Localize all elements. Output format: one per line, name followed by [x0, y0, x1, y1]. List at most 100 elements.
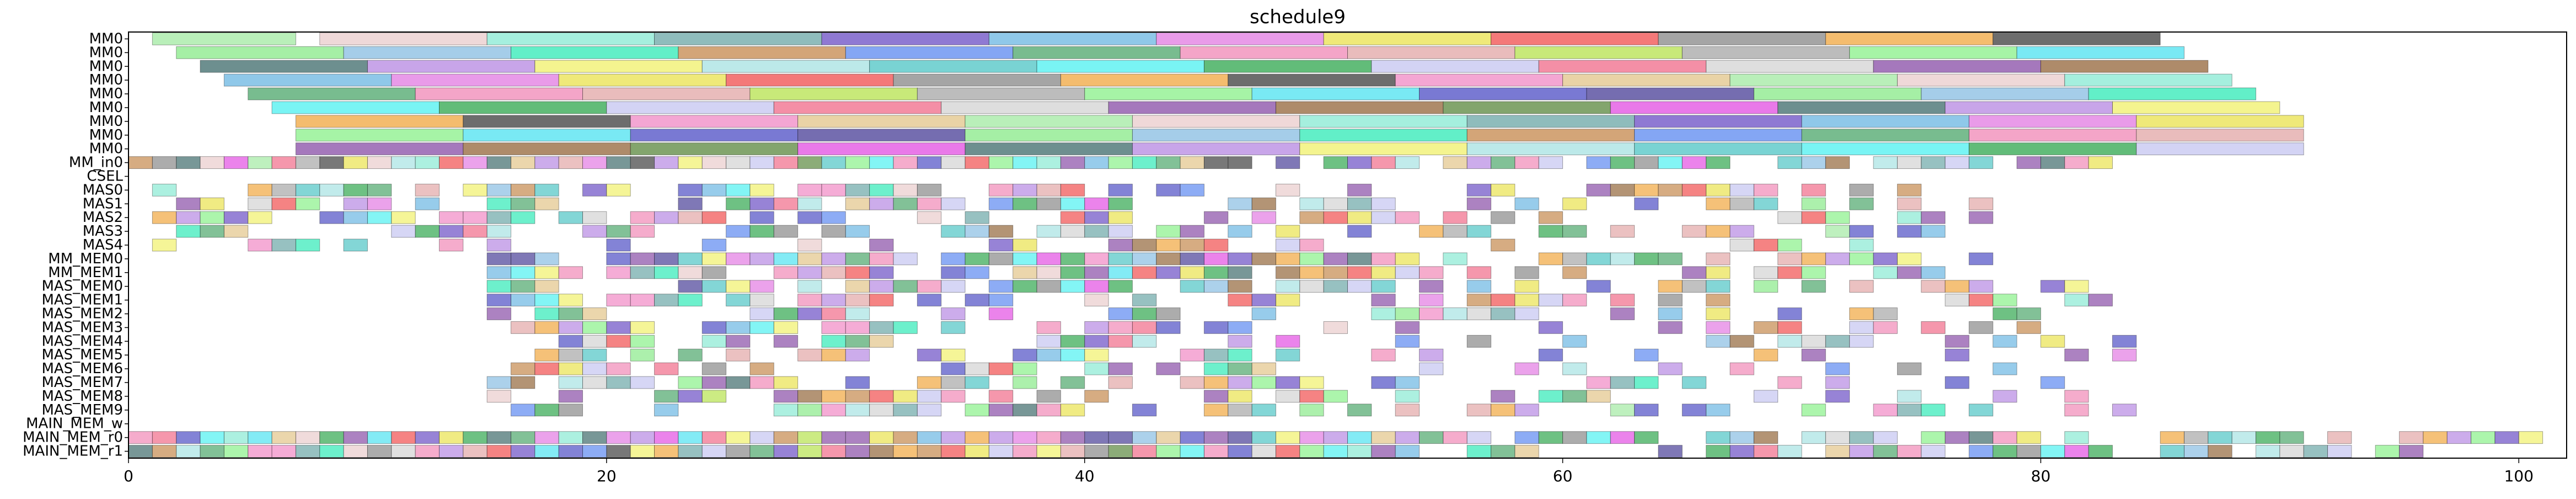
unit-task-bar: [845, 390, 870, 403]
unit-task-bar: [1180, 266, 1204, 279]
task-bar: [176, 46, 344, 59]
unit-task-bar: [367, 431, 392, 444]
unit-task-bar: [893, 197, 918, 210]
unit-task-bar: [1968, 404, 1994, 417]
task-bar: [1323, 32, 1492, 45]
unit-task-bar: [654, 362, 679, 375]
unit-task-bar: [1395, 376, 1420, 389]
unit-task-bar: [1706, 156, 1731, 169]
unit-task-bar: [1203, 348, 1229, 362]
unit-task-bar: [678, 211, 703, 224]
unit-task-bar: [1538, 431, 1563, 444]
unit-task-bar: [630, 211, 655, 224]
unit-task-bar: [1610, 183, 1635, 197]
y-labels: MM0MM0MM0MM0MM0MM0MM0MM0MM0MM_in0CSELMAS…: [23, 30, 128, 460]
unit-task-bar: [1275, 266, 1300, 279]
task-bar: [654, 32, 822, 45]
unit-task-bar: [1993, 307, 2017, 320]
unit-task-bar: [1610, 156, 1635, 169]
y-tick-label: MM_MEM0: [48, 251, 123, 267]
unit-task-bar: [438, 211, 464, 224]
unit-task-bar: [510, 211, 535, 224]
unit-task-bar: [797, 294, 822, 307]
unit-task-bar: [2256, 431, 2280, 444]
unit-task-bar: [1729, 431, 1754, 444]
unit-task-bar: [438, 225, 464, 238]
unit-task-bar: [749, 252, 774, 266]
unit-task-bar: [630, 156, 655, 169]
unit-task-bar: [1921, 321, 1946, 334]
unit-task-bar: [1108, 225, 1133, 238]
unit-task-bar: [2184, 431, 2209, 444]
unit-task-bar: [343, 156, 368, 169]
unit-task-bar: [893, 252, 918, 266]
unit-task-bar: [821, 211, 846, 224]
unit-task-bar: [1084, 335, 1109, 348]
unit-task-bar: [2064, 404, 2089, 417]
unit-task-bar: [965, 431, 989, 444]
y-tick-label: MM0: [89, 141, 123, 157]
unit-task-bar: [941, 348, 966, 362]
unit-task-bar: [1228, 390, 1252, 403]
task-bar: [2136, 129, 2304, 142]
unit-task-bar: [1228, 445, 1252, 458]
unit-task-bar: [2064, 156, 2089, 169]
unit-task-bar: [1897, 445, 1922, 458]
unit-task-bar: [965, 362, 989, 375]
unit-task-bar: [988, 225, 1014, 238]
y-tick-label: MAS_MEM9: [41, 402, 123, 418]
unit-task-bar: [988, 431, 1014, 444]
unit-task-bar: [1203, 280, 1229, 293]
y-tick-label: MM0: [89, 86, 123, 102]
unit-task-bar: [271, 197, 296, 210]
unit-task-bar: [845, 294, 870, 307]
task-bar: [1753, 87, 1922, 100]
unit-task-bar: [510, 404, 535, 417]
unit-task-bar: [438, 156, 464, 169]
unit-task-bar: [1777, 445, 1802, 458]
unit-task-bar: [726, 321, 751, 334]
unit-task-bar: [2279, 431, 2304, 444]
unit-task-bar: [701, 156, 727, 169]
task-bar: [295, 129, 464, 142]
unit-task-bar: [1156, 431, 1181, 444]
unit-task-bar: [678, 197, 703, 210]
unit-task-bar: [1156, 156, 1181, 169]
unit-task-bar: [1491, 307, 1515, 320]
unit-task-bar: [1275, 348, 1300, 362]
unit-task-bar: [917, 280, 942, 293]
task-bar: [1634, 129, 1802, 142]
unit-task-bar: [1634, 376, 1659, 389]
unit-task-bar: [1132, 307, 1157, 320]
unit-task-bar: [726, 348, 751, 362]
task-bar: [701, 60, 870, 73]
unit-task-bar: [1371, 431, 1396, 444]
unit-task-bar: [271, 445, 296, 458]
unit-task-bar: [319, 183, 344, 197]
unit-task-bar: [1228, 266, 1252, 279]
task-bar: [152, 32, 296, 45]
unit-task-bar: [1036, 404, 1061, 417]
unit-task-bar: [1228, 431, 1252, 444]
unit-task-bar: [1706, 280, 1731, 293]
unit-task-bar: [1419, 266, 1444, 279]
unit-task-bar: [1801, 431, 1826, 444]
unit-task-bar: [1968, 431, 1994, 444]
unit-task-bar: [1132, 266, 1157, 279]
unit-task-bar: [654, 156, 679, 169]
unit-task-bar: [1299, 197, 1324, 210]
unit-task-bar: [1801, 211, 1826, 224]
unit-task-bar: [917, 211, 942, 224]
unit-task-bar: [1132, 321, 1157, 334]
unit-task-bar: [1180, 183, 1204, 197]
unit-task-bar: [821, 266, 846, 279]
unit-task-bar: [534, 294, 559, 307]
unit-task-bar: [582, 431, 607, 444]
unit-task-bar: [2375, 445, 2400, 458]
unit-task-bar: [438, 238, 464, 252]
unit-task-bar: [1706, 225, 1731, 238]
unit-task-bar: [1060, 183, 1085, 197]
task-bar: [1706, 60, 1874, 73]
unit-task-bar: [1466, 404, 1492, 417]
